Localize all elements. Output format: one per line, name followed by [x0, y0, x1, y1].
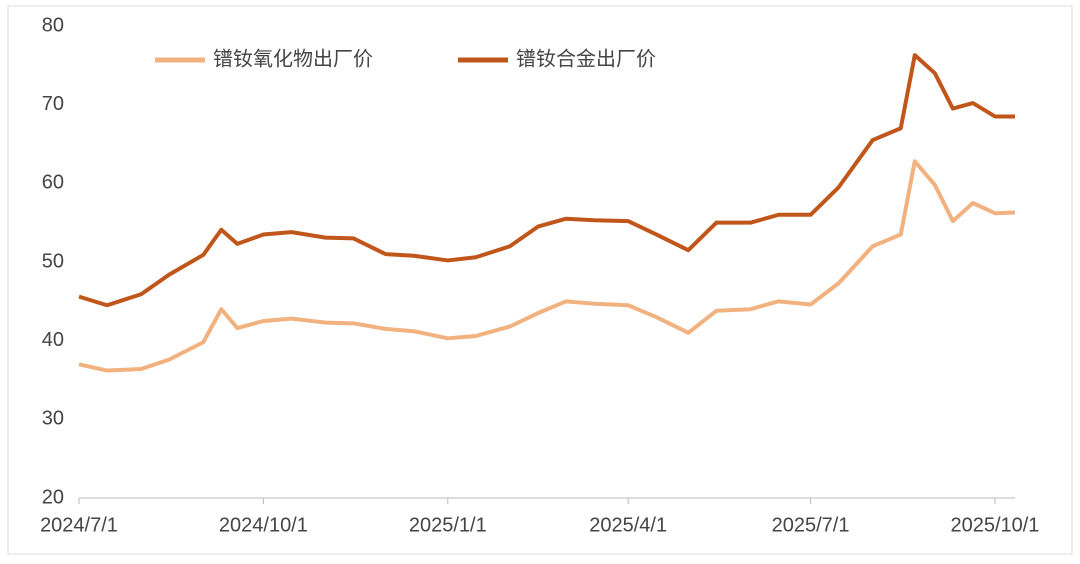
line	[78, 53, 1015, 308]
x-tick-label: 2025/10/1	[950, 514, 1039, 536]
x-tick-label: 2025/1/1	[409, 514, 487, 536]
line	[78, 159, 1016, 373]
x-tick-label: 2025/4/1	[589, 514, 667, 536]
y-tick-label: 20	[42, 486, 64, 508]
x-tick-label: 2024/10/1	[219, 514, 308, 536]
y-tick-label: 70	[42, 93, 64, 115]
y-tick-label: 30	[42, 408, 64, 430]
y-tick-label: 50	[42, 250, 64, 272]
x-tick-label: 2024/7/1	[40, 514, 118, 536]
y-tick-label: 80	[42, 14, 64, 36]
legend-label: 镨钕合金出厂价	[516, 47, 656, 70]
y-tick-label: 60	[42, 172, 64, 194]
x-tick-label: 2025/7/1	[772, 514, 850, 536]
legend-label: 镨钕氧化物出厂价	[213, 47, 373, 70]
frame	[7, 5, 1073, 555]
y-tick-label: 40	[42, 329, 64, 351]
